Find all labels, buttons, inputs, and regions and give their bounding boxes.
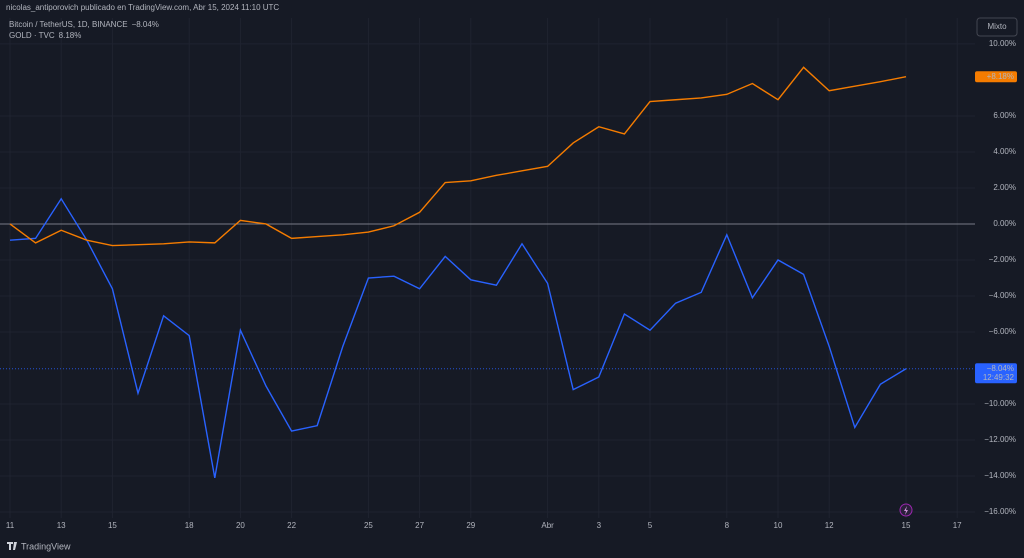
y-tick-label: 6.00%: [993, 111, 1016, 120]
y-tick-label: −14.00%: [984, 471, 1016, 480]
legend-value: −8.04%: [132, 20, 159, 29]
x-tick-label: 3: [597, 521, 602, 530]
series-line: [9, 66, 907, 247]
x-tick-label: 12: [825, 521, 834, 530]
x-tick-label: 27: [415, 521, 424, 530]
brand-name: TradingView: [21, 541, 71, 551]
mode-button[interactable]: [976, 17, 1018, 37]
price-label: −8.04%: [987, 364, 1014, 373]
y-tick-label: −2.00%: [989, 255, 1016, 264]
x-tick-label: 13: [57, 521, 66, 530]
y-tick-label: 10.00%: [989, 39, 1016, 48]
legend-entry: Bitcoin / TetherUS, 1D, BINANCE −8.04%: [9, 20, 159, 29]
x-tick-label: 18: [185, 521, 194, 530]
brand-logo: [7, 542, 17, 550]
price-label: +8.18%: [987, 72, 1014, 81]
price-label-box: [975, 363, 1017, 384]
x-tick-label: 8: [725, 521, 730, 530]
y-tick-label: −6.00%: [989, 327, 1016, 336]
x-tick-label: 11: [6, 521, 15, 530]
x-tick-label: 25: [364, 521, 373, 530]
x-tick-label: 10: [774, 521, 783, 530]
lightning[interactable]: [899, 503, 913, 517]
y-tick-label: 0.00%: [993, 219, 1016, 228]
legend-name: Bitcoin / TetherUS, 1D, BINANCE: [9, 20, 128, 29]
y-tick-label: 4.00%: [993, 147, 1016, 156]
lightning-bolt: [904, 506, 908, 515]
x-tick-label: 17: [953, 521, 962, 530]
y-tick-label: −16.00%: [984, 507, 1016, 516]
x-tick-label: 22: [287, 521, 296, 530]
y-tick-label: −12.00%: [984, 435, 1016, 444]
x-tick-label: Abr: [541, 521, 554, 530]
x-tick-label: 29: [466, 521, 475, 530]
countdown: 12:49:32: [983, 373, 1015, 382]
price-label-box: [975, 71, 1017, 83]
x-tick-label: 5: [648, 521, 653, 530]
x-tick-label: 15: [108, 521, 117, 530]
mode-button-label[interactable]: Mixto: [987, 22, 1007, 31]
chart-title: nicolas_antiporovich publicado en Tradin…: [6, 3, 279, 12]
brand: TradingView: [7, 541, 71, 551]
x-tick-label: 15: [902, 521, 911, 530]
y-tick-label: −10.00%: [984, 399, 1016, 408]
legend-name: GOLD · TVC: [9, 31, 55, 40]
series-line: [9, 197, 907, 478]
x-tick-label: 20: [236, 521, 245, 530]
legend-value: 8.18%: [59, 31, 82, 40]
legend-entry: GOLD · TVC 8.18%: [9, 31, 81, 40]
y-tick-label: 2.00%: [993, 183, 1016, 192]
y-tick-label: −4.00%: [989, 291, 1016, 300]
